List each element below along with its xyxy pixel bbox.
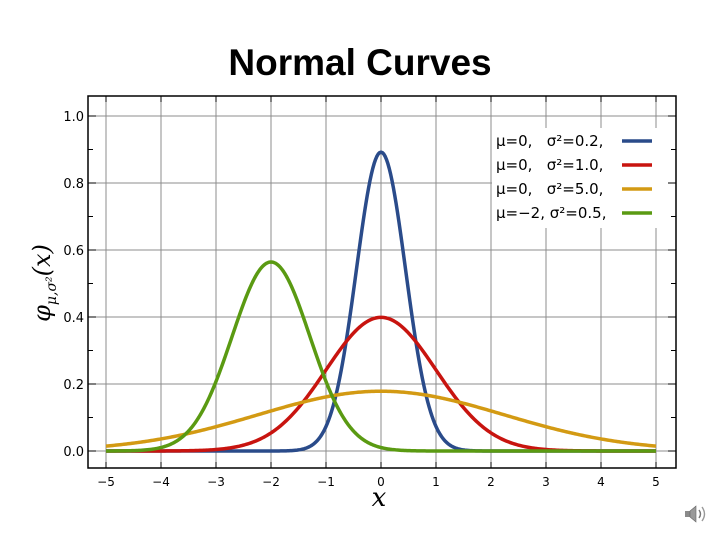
y-axis-label: φμ,σ²(x) [28, 244, 60, 322]
series-lines [105, 150, 657, 453]
x-tick-label: 3 [542, 475, 550, 489]
speaker-icon[interactable] [684, 504, 708, 524]
x-tick-label: 5 [652, 475, 660, 489]
x-tick-label: −5 [97, 475, 115, 489]
legend-label-4: μ=−2, σ²=0.5, [496, 204, 606, 222]
y-tick-label: 0.8 [63, 177, 84, 192]
legend-label-2: μ=0, σ²=1.0, [496, 156, 603, 174]
x-tick-label: 4 [597, 475, 605, 489]
x-tick-label: −3 [207, 475, 225, 489]
legend-label-1: μ=0, σ²=0.2, [496, 132, 603, 150]
plot-frame [87, 95, 677, 469]
x-tick-label: −2 [262, 475, 280, 489]
x-tick-label: −4 [152, 475, 170, 489]
legend: μ=0, σ²=0.2, μ=0, σ²=1.0, μ=0, σ²=5.0, μ=−2… [492, 128, 668, 228]
series-line-4 [105, 260, 657, 453]
x-tick-label: 0 [377, 475, 385, 489]
slide-title: Normal Curves [228, 42, 492, 83]
x-tick-label: 2 [487, 475, 495, 489]
y-tick-label: 0.6 [63, 244, 84, 259]
legend-label-3: μ=0, σ²=5.0, [496, 180, 603, 198]
series-line-3 [105, 389, 657, 448]
y-tick-label: 0.2 [63, 378, 84, 393]
x-axis-label: x [372, 483, 387, 513]
x-tick-label: −1 [317, 475, 335, 489]
axes: −5 −4 −3 −2 −1 0 1 2 3 4 5 0.0 0.2 0.4 0.6 0.8 1.0 [63, 96, 676, 489]
y-tick-label: 1.0 [63, 110, 84, 125]
x-tick-label: 1 [432, 475, 440, 489]
y-tick-label: 0.4 [63, 311, 84, 326]
y-tick-label: 0.0 [63, 445, 84, 460]
